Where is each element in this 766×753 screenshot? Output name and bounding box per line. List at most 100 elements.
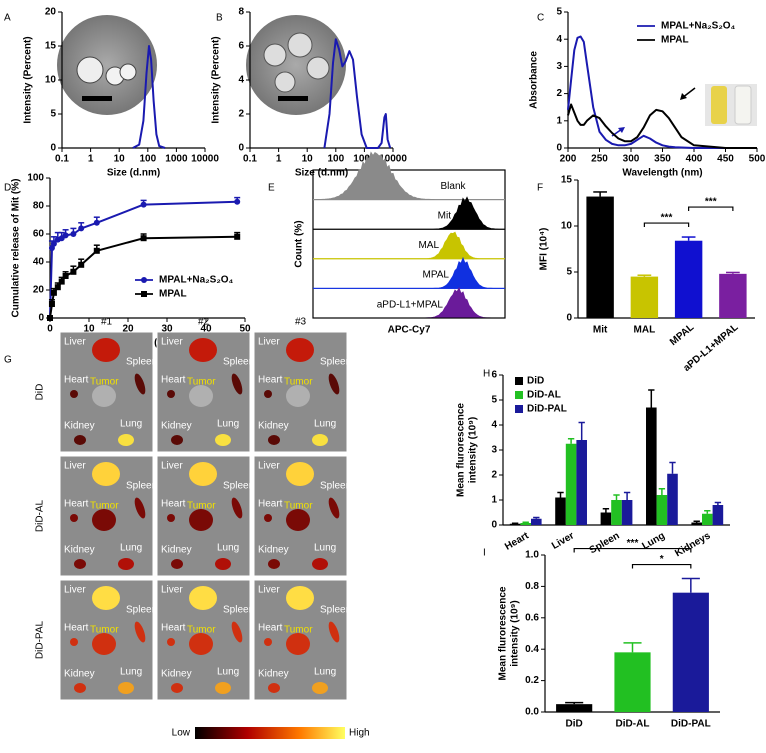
bar — [576, 440, 587, 525]
bar — [674, 240, 703, 318]
y-tick-label: 0.6 — [525, 612, 539, 623]
panel-letter: H — [483, 369, 490, 380]
line — [132, 45, 166, 149]
organ-label: Spleen — [126, 357, 157, 368]
organ-kidney — [171, 559, 183, 569]
x-tick-label: 250 — [591, 154, 608, 165]
marker — [50, 240, 57, 247]
organ-label: Kidney — [64, 669, 95, 680]
marker — [70, 231, 77, 237]
organ-kidney — [268, 683, 280, 693]
organ-label: Liver — [258, 585, 280, 596]
organ-tumor — [189, 385, 213, 407]
y-axis-label: Cumulative release of Mit (%) — [11, 179, 22, 318]
legend-swatch — [515, 391, 523, 399]
x-tick-label: Kidneys — [673, 530, 713, 559]
y-tick-label: 3 — [491, 445, 497, 456]
panel-letter: I — [483, 548, 486, 559]
row-label: aPD-L1+MPAL — [377, 299, 444, 310]
legend-label: MPAL+Na₂S₂O₄ — [661, 21, 736, 32]
y-tick-label: 10 — [561, 221, 573, 232]
row-label: Blank — [440, 181, 466, 192]
significance-label: * — [660, 554, 664, 565]
y-axis-label: Intensity (Percent) — [23, 36, 34, 123]
x-axis-label: APC-Cy7 — [388, 325, 431, 336]
marker — [234, 233, 241, 240]
bar — [600, 512, 612, 525]
organ-label: Heart — [64, 375, 89, 386]
organ-label: Liver — [161, 461, 183, 472]
organ-heart — [167, 390, 175, 398]
row-label: DiD — [35, 384, 46, 401]
organ-liver — [189, 586, 217, 610]
x-tick-label: 30 — [161, 324, 173, 335]
marker — [93, 219, 100, 226]
y-tick-label: 6 — [238, 41, 244, 52]
organ-label: Tumor — [284, 501, 313, 512]
y-axis-label: Intensity (Percent) — [211, 36, 222, 123]
organ-label: Tumor — [90, 625, 119, 636]
x-tick-label: 0.1 — [243, 154, 257, 165]
organ-heart — [167, 514, 175, 522]
marker — [62, 273, 69, 279]
organ-tumor — [189, 633, 213, 655]
marker — [141, 277, 147, 283]
organ-label: Lung — [217, 667, 239, 678]
y-axis-label: intensity (10⁹) — [468, 417, 479, 483]
y-tick-label: 100 — [27, 173, 44, 184]
x-tick-label: 500 — [749, 154, 766, 165]
bar — [646, 407, 657, 525]
row-label: MAL — [418, 240, 439, 251]
plot-frame — [312, 169, 506, 319]
organ-lung — [118, 682, 134, 694]
x-tick-label: DiD — [566, 719, 583, 730]
y-tick-label: 2 — [556, 88, 562, 99]
organ-spleen — [328, 621, 340, 643]
y-tick-label: 0 — [556, 143, 562, 154]
organ-label: Kidney — [258, 421, 289, 432]
y-tick-label: 0 — [566, 313, 572, 324]
x-tick-label: 450 — [717, 154, 734, 165]
panel-letter: C — [537, 13, 544, 24]
y-tick-label: 2 — [491, 470, 497, 481]
row-label: DiD-AL — [35, 499, 46, 532]
bar — [520, 523, 531, 525]
y-tick-label: 20 — [45, 7, 57, 18]
y-tick-label: 0 — [50, 143, 56, 154]
organ-liver — [286, 462, 314, 486]
panel-letter: A — [4, 13, 11, 24]
organ-heart — [70, 390, 78, 398]
x-tick-label: 100 — [327, 154, 344, 165]
x-tick-label: 40 — [200, 324, 212, 335]
line — [49, 200, 238, 319]
organ-label: Heart — [64, 623, 89, 634]
y-axis-label: Mean flurorescence — [498, 586, 509, 680]
y-tick-label: 6 — [491, 370, 497, 381]
marker — [54, 284, 61, 291]
y-tick-label: 10 — [45, 75, 57, 86]
organ-label: Heart — [161, 623, 186, 634]
tem-inset-a — [57, 15, 157, 115]
x-tick-label: Mit — [593, 325, 608, 336]
x-axis-label: Wavelength (nm) — [622, 168, 702, 179]
bar — [509, 523, 521, 525]
legend-label: MPAL — [159, 289, 187, 300]
organ-tumor — [92, 633, 116, 655]
organ-label: Lung — [217, 543, 239, 554]
organ-label: Liver — [161, 585, 183, 596]
organ-label: Kidney — [258, 669, 289, 680]
organ-label: Liver — [64, 585, 86, 596]
y-tick-label: 0 — [38, 313, 44, 324]
organ-spleen — [231, 497, 243, 519]
organ-heart — [264, 638, 272, 646]
organ-liver — [92, 462, 120, 486]
organ-label: Tumor — [90, 377, 119, 388]
organ-spleen — [134, 497, 146, 519]
organ-liver — [189, 338, 217, 362]
x-tick-label: 1 — [276, 154, 282, 165]
organ-label: Lung — [217, 419, 239, 430]
bar — [691, 522, 703, 525]
y-tick-label: 1.0 — [525, 550, 539, 561]
organ-lung — [312, 682, 328, 694]
